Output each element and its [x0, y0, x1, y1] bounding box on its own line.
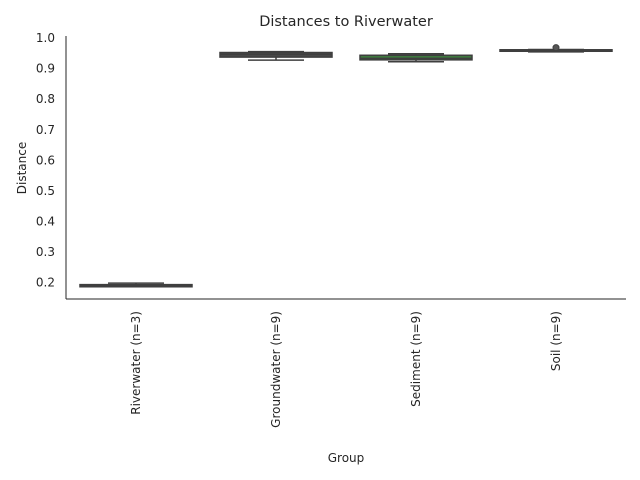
plot-area	[79, 44, 613, 288]
y-tick-label: 0.3	[36, 245, 55, 259]
y-tick-label: 0.6	[36, 153, 55, 167]
x-tick-label: Groundwater (n=9)	[269, 311, 283, 428]
y-tick-label: 1.0	[36, 31, 55, 45]
box-group	[79, 282, 193, 288]
y-tick-label: 0.2	[36, 276, 55, 290]
x-axis: Riverwater (n=3) Groundwater (n=9) Sedimen…	[66, 298, 626, 428]
y-tick-label: 0.8	[36, 92, 55, 106]
outlier-point	[552, 44, 560, 52]
y-tick-label: 0.7	[36, 123, 55, 137]
x-tick-label: Sediment (n=9)	[409, 311, 423, 407]
x-tick-label: Soil (n=9)	[549, 311, 563, 371]
x-axis-label: Group	[328, 451, 365, 465]
chart-title: Distances to Riverwater	[259, 14, 433, 30]
y-axis-label: Distance	[15, 142, 29, 194]
x-tick-label: Riverwater (n=3)	[129, 311, 143, 415]
box	[359, 54, 473, 61]
box-group	[219, 50, 333, 61]
box-group	[499, 44, 613, 53]
y-tick-label: 0.4	[36, 215, 55, 229]
y-tick-label: 0.9	[36, 62, 55, 76]
y-tick-label: 0.5	[36, 184, 55, 198]
box-group	[359, 52, 473, 63]
y-axis: 0.2 0.3 0.4 0.5 0.6 0.7 0.8 0.9 1.0	[36, 31, 67, 299]
